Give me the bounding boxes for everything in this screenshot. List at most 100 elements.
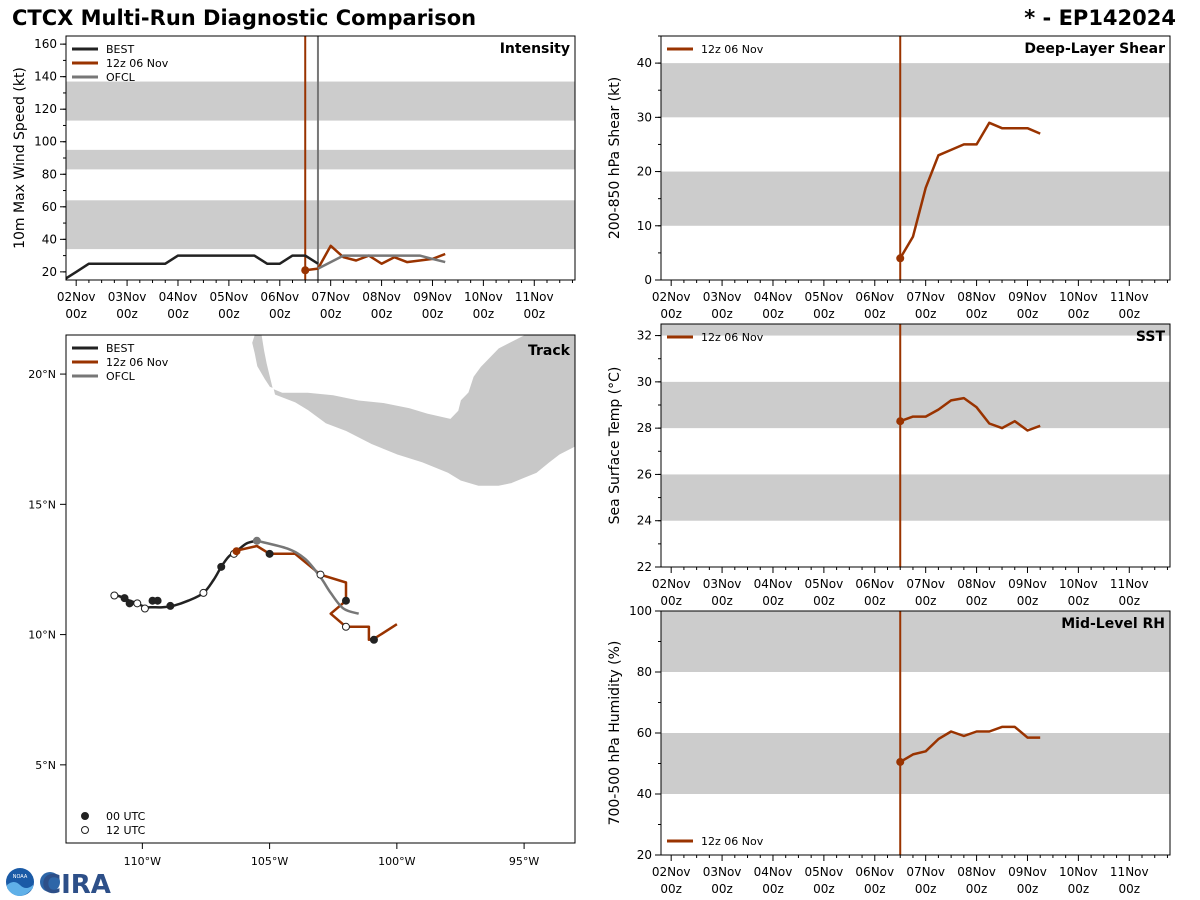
y-tick-label: 20	[637, 165, 652, 179]
x-tick-label-date: 11Nov	[515, 290, 554, 304]
y-tick-label: 100	[629, 604, 652, 618]
x-tick-label-hour: 00z	[1118, 307, 1140, 321]
y-tick-label: 32	[637, 329, 652, 343]
track-point	[166, 601, 175, 610]
x-tick-label-hour: 00z	[1068, 882, 1090, 896]
x-tick-label-date: 09Nov	[1008, 290, 1047, 304]
x-tick-label-hour: 00z	[762, 882, 784, 896]
y-tick-label: 40	[637, 56, 652, 70]
track-point	[217, 562, 226, 571]
x-tick-label-date: 03Nov	[703, 865, 742, 879]
x-tick-label-hour: 00z	[660, 594, 682, 608]
threshold-band	[661, 381, 1170, 429]
track-point	[232, 547, 241, 556]
cira-logo: NOAA CIRA	[6, 868, 111, 898]
x-tick-label-date: 06Nov	[855, 577, 894, 591]
sst-panel: 22 24 26 28 30 32 02Nov 00z 03Nov 00z 04Nov 00z 05No…	[607, 323, 1171, 608]
x-tick-label-date: 11Nov	[1110, 290, 1149, 304]
y-tick-label: 20	[42, 265, 57, 279]
x-tick-label-hour: 00z	[116, 307, 138, 321]
x-tick-label-hour: 00z	[966, 307, 988, 321]
series-line-run	[899, 396, 1041, 432]
x-tick-label-date: 07Nov	[906, 577, 945, 591]
y-tick-label: 10	[637, 219, 652, 233]
legend-label: OFCL	[106, 370, 136, 383]
x-tick-label-date: 10Nov	[464, 290, 503, 304]
y-tick-label: 100	[34, 135, 57, 149]
y-tick-label: 80	[637, 665, 652, 679]
series-line-run	[899, 725, 1041, 764]
axes-frame	[65, 334, 576, 844]
y-tick-label: 22	[637, 560, 652, 574]
track-point	[369, 635, 378, 644]
track-point	[341, 622, 350, 631]
y-axis-label: 200-850 hPa Shear (kt)	[607, 77, 623, 239]
marker-legend-label: 00 UTC	[106, 810, 146, 823]
track-point	[316, 570, 325, 579]
series-line-run	[305, 244, 446, 272]
x-tick-label: 100°W	[378, 855, 415, 868]
y-tick-label: 120	[34, 102, 57, 116]
cira-text: CIRA	[42, 870, 111, 898]
track-point	[265, 549, 274, 558]
y-axis-label: Sea Surface Temp (°C)	[607, 367, 623, 525]
series-line-best	[66, 254, 319, 280]
x-tick-label-hour: 00z	[864, 882, 886, 896]
track-point	[140, 604, 149, 613]
y-tick-label: 28	[637, 421, 652, 435]
x-tick-label-hour: 00z	[966, 594, 988, 608]
threshold-band	[661, 474, 1170, 521]
rh-panel: 20 40 60 80 100 02Nov 00z 03Nov 00z 04Nov 00z 05Nov…	[607, 604, 1171, 896]
legend-marker-open	[81, 826, 89, 834]
x-tick-label-date: 03Nov	[703, 577, 742, 591]
x-tick-label-hour: 00z	[813, 882, 835, 896]
series-line-run	[899, 121, 1041, 259]
intensity-panel: 20 40 60 80 100 120 140 160 02Nov 00z 03Nov 00z 04No…	[12, 35, 576, 321]
x-tick-label-hour: 00z	[65, 307, 87, 321]
x-tick-label-date: 07Nov	[906, 290, 945, 304]
track-point	[133, 599, 142, 608]
y-tick-label: 60	[637, 726, 652, 740]
y-tick-label: 30	[637, 375, 652, 389]
legend-label: BEST	[106, 43, 134, 56]
x-tick-label-hour: 00z	[371, 307, 393, 321]
x-tick-label: 110°W	[124, 855, 161, 868]
x-tick-label-hour: 00z	[915, 882, 937, 896]
x-tick-label-date: 06Nov	[260, 290, 299, 304]
axes-frame	[660, 323, 1171, 568]
x-tick-label-hour: 00z	[218, 307, 240, 321]
x-tick-label-hour: 00z	[711, 882, 733, 896]
x-tick-label-hour: 00z	[864, 307, 886, 321]
x-tick-label-hour: 00z	[1068, 594, 1090, 608]
storm-id: * - EP142024	[1024, 6, 1176, 30]
x-tick-label-date: 10Nov	[1059, 290, 1098, 304]
legend-label: 12z 06 Nov	[701, 43, 764, 56]
x-tick-label-date: 02Nov	[652, 290, 691, 304]
y-tick-label: 20°N	[28, 368, 56, 381]
x-tick-label-date: 03Nov	[108, 290, 147, 304]
y-tick-label: 60	[42, 200, 57, 214]
y-axis-label: 10m Max Wind Speed (kt)	[12, 67, 28, 249]
x-tick-label-date: 08Nov	[957, 577, 996, 591]
x-tick-label-hour: 00z	[1017, 882, 1039, 896]
panel-title: SST	[1136, 329, 1166, 345]
x-tick-label-date: 09Nov	[1008, 865, 1047, 879]
y-tick-label: 26	[637, 467, 652, 481]
init-point	[301, 266, 310, 275]
x-tick-label-hour: 00z	[1118, 594, 1140, 608]
track-point	[252, 536, 261, 545]
x-tick-label-hour: 00z	[167, 307, 189, 321]
legend-label: 12z 06 Nov	[106, 57, 169, 70]
x-tick-label-date: 02Nov	[652, 577, 691, 591]
x-tick-label-hour: 00z	[915, 594, 937, 608]
x-tick-label-hour: 00z	[660, 307, 682, 321]
x-tick-label-date: 08Nov	[957, 290, 996, 304]
y-tick-label: 20	[637, 848, 652, 862]
track-point	[110, 591, 119, 600]
y-tick-label: 40	[637, 787, 652, 801]
panel-title: Track	[528, 343, 571, 359]
plot-area	[661, 324, 1170, 567]
track-point	[120, 594, 129, 603]
x-tick-label-date: 11Nov	[1110, 865, 1149, 879]
